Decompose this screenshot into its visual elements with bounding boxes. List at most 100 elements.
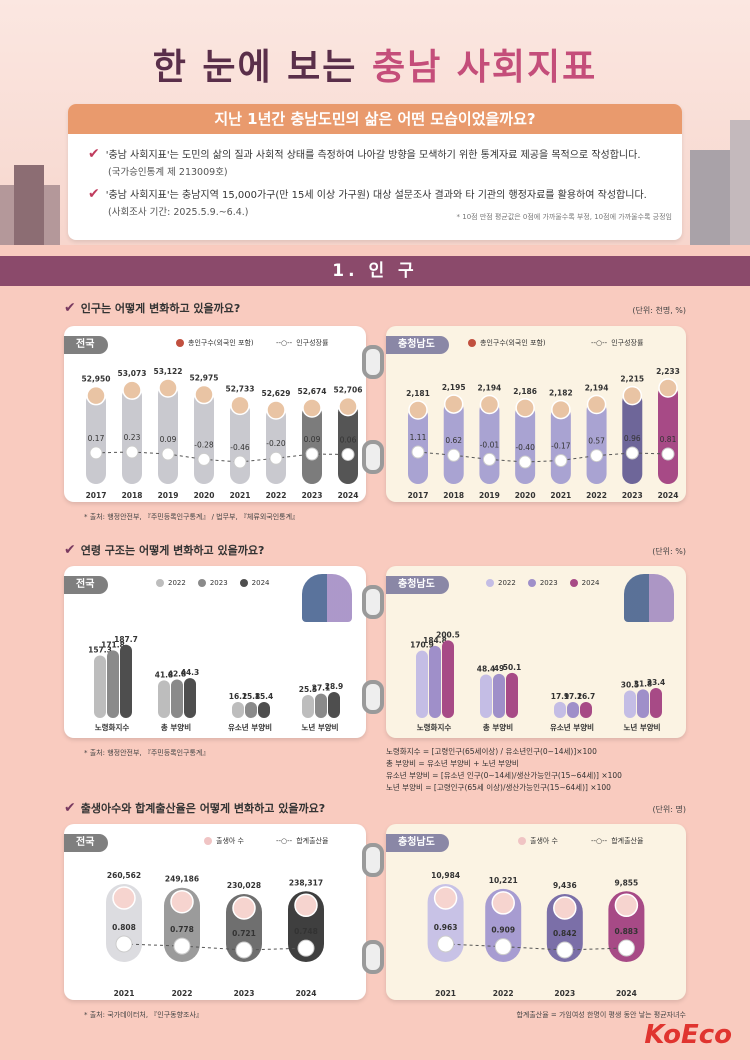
tfr-label: 0.778 <box>170 925 194 934</box>
region-tag: 전국 <box>64 336 109 354</box>
population-label: 2,194 <box>478 384 502 393</box>
growth-rate-label: 0.81 <box>660 435 677 444</box>
population-label: 53,073 <box>118 369 147 378</box>
footnote-tfr: 합계출산율 = 가임여성 한명이 평생 동안 낳는 평균자녀수 <box>516 1011 686 1019</box>
legend-tfr-label: 합계출산율 <box>296 837 329 845</box>
year-tick-label: 2019 <box>479 491 500 500</box>
legend-year-label: 2022 <box>168 579 186 587</box>
legend-swatch <box>197 579 206 587</box>
family-icon <box>622 385 643 406</box>
family-icon <box>194 384 214 405</box>
age-value-label: 170.9 <box>410 641 434 650</box>
population-label: 2,233 <box>656 367 680 376</box>
building-left-tall-illustration <box>14 165 44 245</box>
age-value-label: 42.8 <box>168 669 187 678</box>
category-tick-label: 노령화지수 <box>417 722 452 732</box>
growth-rate-label: -0.28 <box>194 440 214 449</box>
region-tag: 충청남도 <box>386 336 449 354</box>
age-bar <box>171 679 183 718</box>
formula-total-dependency: 총 부양비 = 유소년 부양비 + 노년 부양비 <box>386 759 519 768</box>
category-tick-label: 노년 부양비 <box>301 722 338 732</box>
population-bar <box>408 406 428 484</box>
tfr-point <box>494 938 512 956</box>
age-value-label: 17.2 <box>564 692 583 701</box>
legend-growth: --○-- 인구성장률 <box>591 338 643 348</box>
growth-rate-point <box>125 445 139 459</box>
age-value-label: 50.1 <box>503 663 522 672</box>
dash-circle-icon: --○-- <box>591 339 608 347</box>
legend-birth-label: 출생아 수 <box>216 837 244 845</box>
baby-icon <box>518 837 526 845</box>
legend-swatch <box>156 579 164 587</box>
age-bar <box>480 674 492 718</box>
population-label: 2,195 <box>442 383 466 392</box>
age-value-label: 187.7 <box>114 635 138 644</box>
growth-rate-label: -0.17 <box>551 441 571 450</box>
family-icon <box>266 400 286 420</box>
age-bar <box>184 678 196 718</box>
growth-rate-label: 0.23 <box>124 433 141 442</box>
panel-chungnam-age: 충청남도 2022 2023 2024 170.9 184.8 200.5 노령화지수 48… <box>386 566 686 738</box>
baby-icon <box>112 886 136 910</box>
age-bar <box>107 650 119 718</box>
legend-tfr: --○-- 합계출산율 <box>276 836 328 846</box>
population-label: 52,950 <box>82 375 111 384</box>
age-value-label: 31.8 <box>634 679 653 688</box>
koeco-logo: KoEco <box>644 1020 732 1050</box>
growth-rate-point <box>89 446 103 460</box>
building-right-tall-illustration <box>730 120 750 245</box>
age-bar <box>328 691 340 718</box>
binder-ring <box>362 345 384 379</box>
source-age: * 출처: 행정안전부, 『주민등록인구통계』 <box>84 749 210 757</box>
tfr-point <box>115 935 133 953</box>
year-tick-label: 2023 <box>622 491 643 500</box>
category-tick-label: 총 부양비 <box>161 722 191 732</box>
family-icon <box>230 395 250 416</box>
year-tick-label: 2021 <box>114 989 135 998</box>
growth-rate-point <box>447 448 461 462</box>
year-tick-label: 2019 <box>158 491 179 500</box>
binder-ring <box>362 680 384 714</box>
age-bar <box>245 702 257 718</box>
legend-population: 총인구수(외국인 포함) <box>176 338 254 348</box>
legend-tfr-label: 합계출산율 <box>611 837 644 845</box>
region-tag: 충청남도 <box>386 834 449 852</box>
birth-count-label: 10,221 <box>489 876 518 885</box>
tfr-point <box>235 941 253 959</box>
formula-youth-dependency: 유소년 부양비 = [유소년 인구(0~14세)/생산가능인구(15~64세)]… <box>386 771 622 780</box>
family-icon <box>515 398 535 418</box>
family-icon <box>338 396 358 417</box>
growth-rate-label: 0.57 <box>588 437 605 446</box>
population-label: 53,122 <box>154 367 183 376</box>
title-prefix: 한 눈에 보는 <box>152 47 358 88</box>
legend-year-label: 2023 <box>539 579 558 587</box>
age-value-label: 200.5 <box>436 630 460 639</box>
tfr-point <box>297 939 315 957</box>
year-tick-label: 2021 <box>550 491 571 500</box>
age-value-label: 28.9 <box>325 682 344 691</box>
age-value-label: 16.7 <box>577 692 596 701</box>
age-value-label: 33.4 <box>647 678 666 687</box>
age-value-label: 30.5 <box>621 681 640 690</box>
population-bar <box>586 400 607 484</box>
category-tick-label: 총 부양비 <box>483 722 513 732</box>
growth-rate-label: 1.11 <box>410 433 427 442</box>
unit-birth: (단위: 명) <box>652 805 686 814</box>
age-value-label: 15.4 <box>255 692 274 701</box>
legend-tfr: --○-- 합계출산율 <box>591 836 643 846</box>
section-title: 1. 인 구 <box>332 261 418 281</box>
population-bar <box>443 400 464 484</box>
age-value-label: 171.8 <box>101 640 125 649</box>
legend-years: 2022 2023 2024 <box>486 579 607 587</box>
category-tick-label: 유소년 부양비 <box>228 722 272 732</box>
year-tick-label: 2021 <box>435 989 456 998</box>
growth-rate-label: 0.96 <box>624 434 641 443</box>
tfr-label: 0.909 <box>491 926 515 935</box>
population-label: 52,733 <box>226 384 255 393</box>
region-tag: 충청남도 <box>386 576 449 594</box>
legend-swatch <box>239 579 248 587</box>
population-label: 2,215 <box>620 375 644 384</box>
age-bar <box>232 702 244 718</box>
legend-year-label: 2023 <box>209 579 228 587</box>
